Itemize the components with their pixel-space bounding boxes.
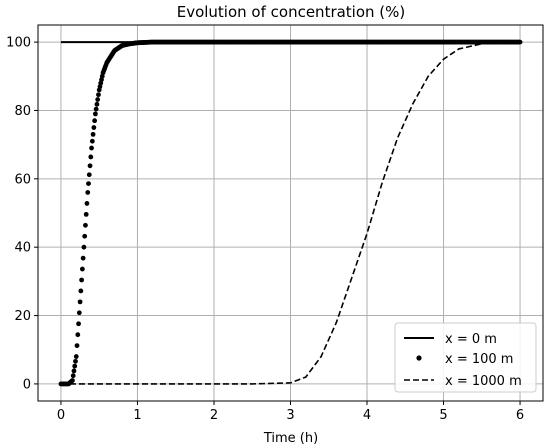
data-point: [73, 354, 79, 359]
y-tick-label: 0: [23, 377, 31, 392]
data-point: [71, 368, 77, 374]
data-point: [76, 321, 81, 327]
data-point: [82, 233, 88, 239]
y-tick-label: 20: [14, 309, 31, 324]
y-tick-label: 100: [6, 36, 31, 51]
x-tick-label: 4: [363, 408, 371, 423]
series-layer: [58, 39, 523, 387]
legend-label-series-3: x = 1000 m: [445, 374, 522, 389]
data-point: [83, 222, 88, 228]
data-point: [94, 101, 100, 107]
data-point: [85, 190, 91, 195]
data-point: [89, 145, 94, 151]
data-point: [86, 181, 91, 187]
x-tick-label: 2: [210, 408, 218, 423]
x-tick-label: 0: [57, 408, 65, 423]
y-tick-label: 40: [14, 241, 31, 256]
legend: x = 0 m x = 100 m x = 1000 m: [394, 322, 537, 393]
y-tick-label: 60: [14, 172, 31, 187]
data-point: [73, 358, 78, 364]
data-point: [72, 363, 78, 369]
data-point: [75, 332, 81, 338]
series-2-points: [58, 39, 523, 387]
legend-box: [394, 322, 537, 393]
x-tick-label: 6: [516, 408, 524, 423]
data-point: [79, 266, 85, 272]
data-point: [79, 277, 85, 283]
data-point: [91, 125, 97, 130]
data-point: [83, 211, 89, 217]
data-point: [92, 111, 98, 117]
data-point: [78, 288, 84, 294]
data-point: [84, 201, 90, 206]
data-point: [74, 343, 80, 349]
data-point: [76, 310, 82, 316]
data-point: [96, 92, 101, 98]
x-tick-label: 3: [286, 408, 294, 423]
data-point: [92, 118, 98, 124]
data-point: [95, 97, 101, 102]
data-point: [93, 106, 99, 112]
y-tick-label: 80: [14, 104, 31, 119]
x-tick-label: 5: [439, 408, 447, 423]
x-tick-label: 1: [133, 408, 141, 423]
legend-label-series-2: x = 100 m: [445, 352, 513, 367]
legend-label-series-1: x = 0 m: [445, 332, 497, 347]
data-point: [70, 373, 76, 379]
data-point: [77, 299, 83, 305]
data-point: [80, 255, 86, 261]
data-point: [86, 172, 92, 178]
data-point: [81, 244, 87, 250]
legend-key-dots: [416, 355, 422, 361]
data-point: [70, 378, 75, 383]
data-point: [89, 138, 95, 144]
data-point: [87, 163, 93, 169]
chart-title: Evolution of concentration (%): [177, 3, 406, 21]
series-3-line: [60, 41, 521, 385]
data-point: [88, 154, 94, 160]
data-point: [90, 131, 96, 137]
x-axis-label: Time (h): [263, 431, 318, 446]
